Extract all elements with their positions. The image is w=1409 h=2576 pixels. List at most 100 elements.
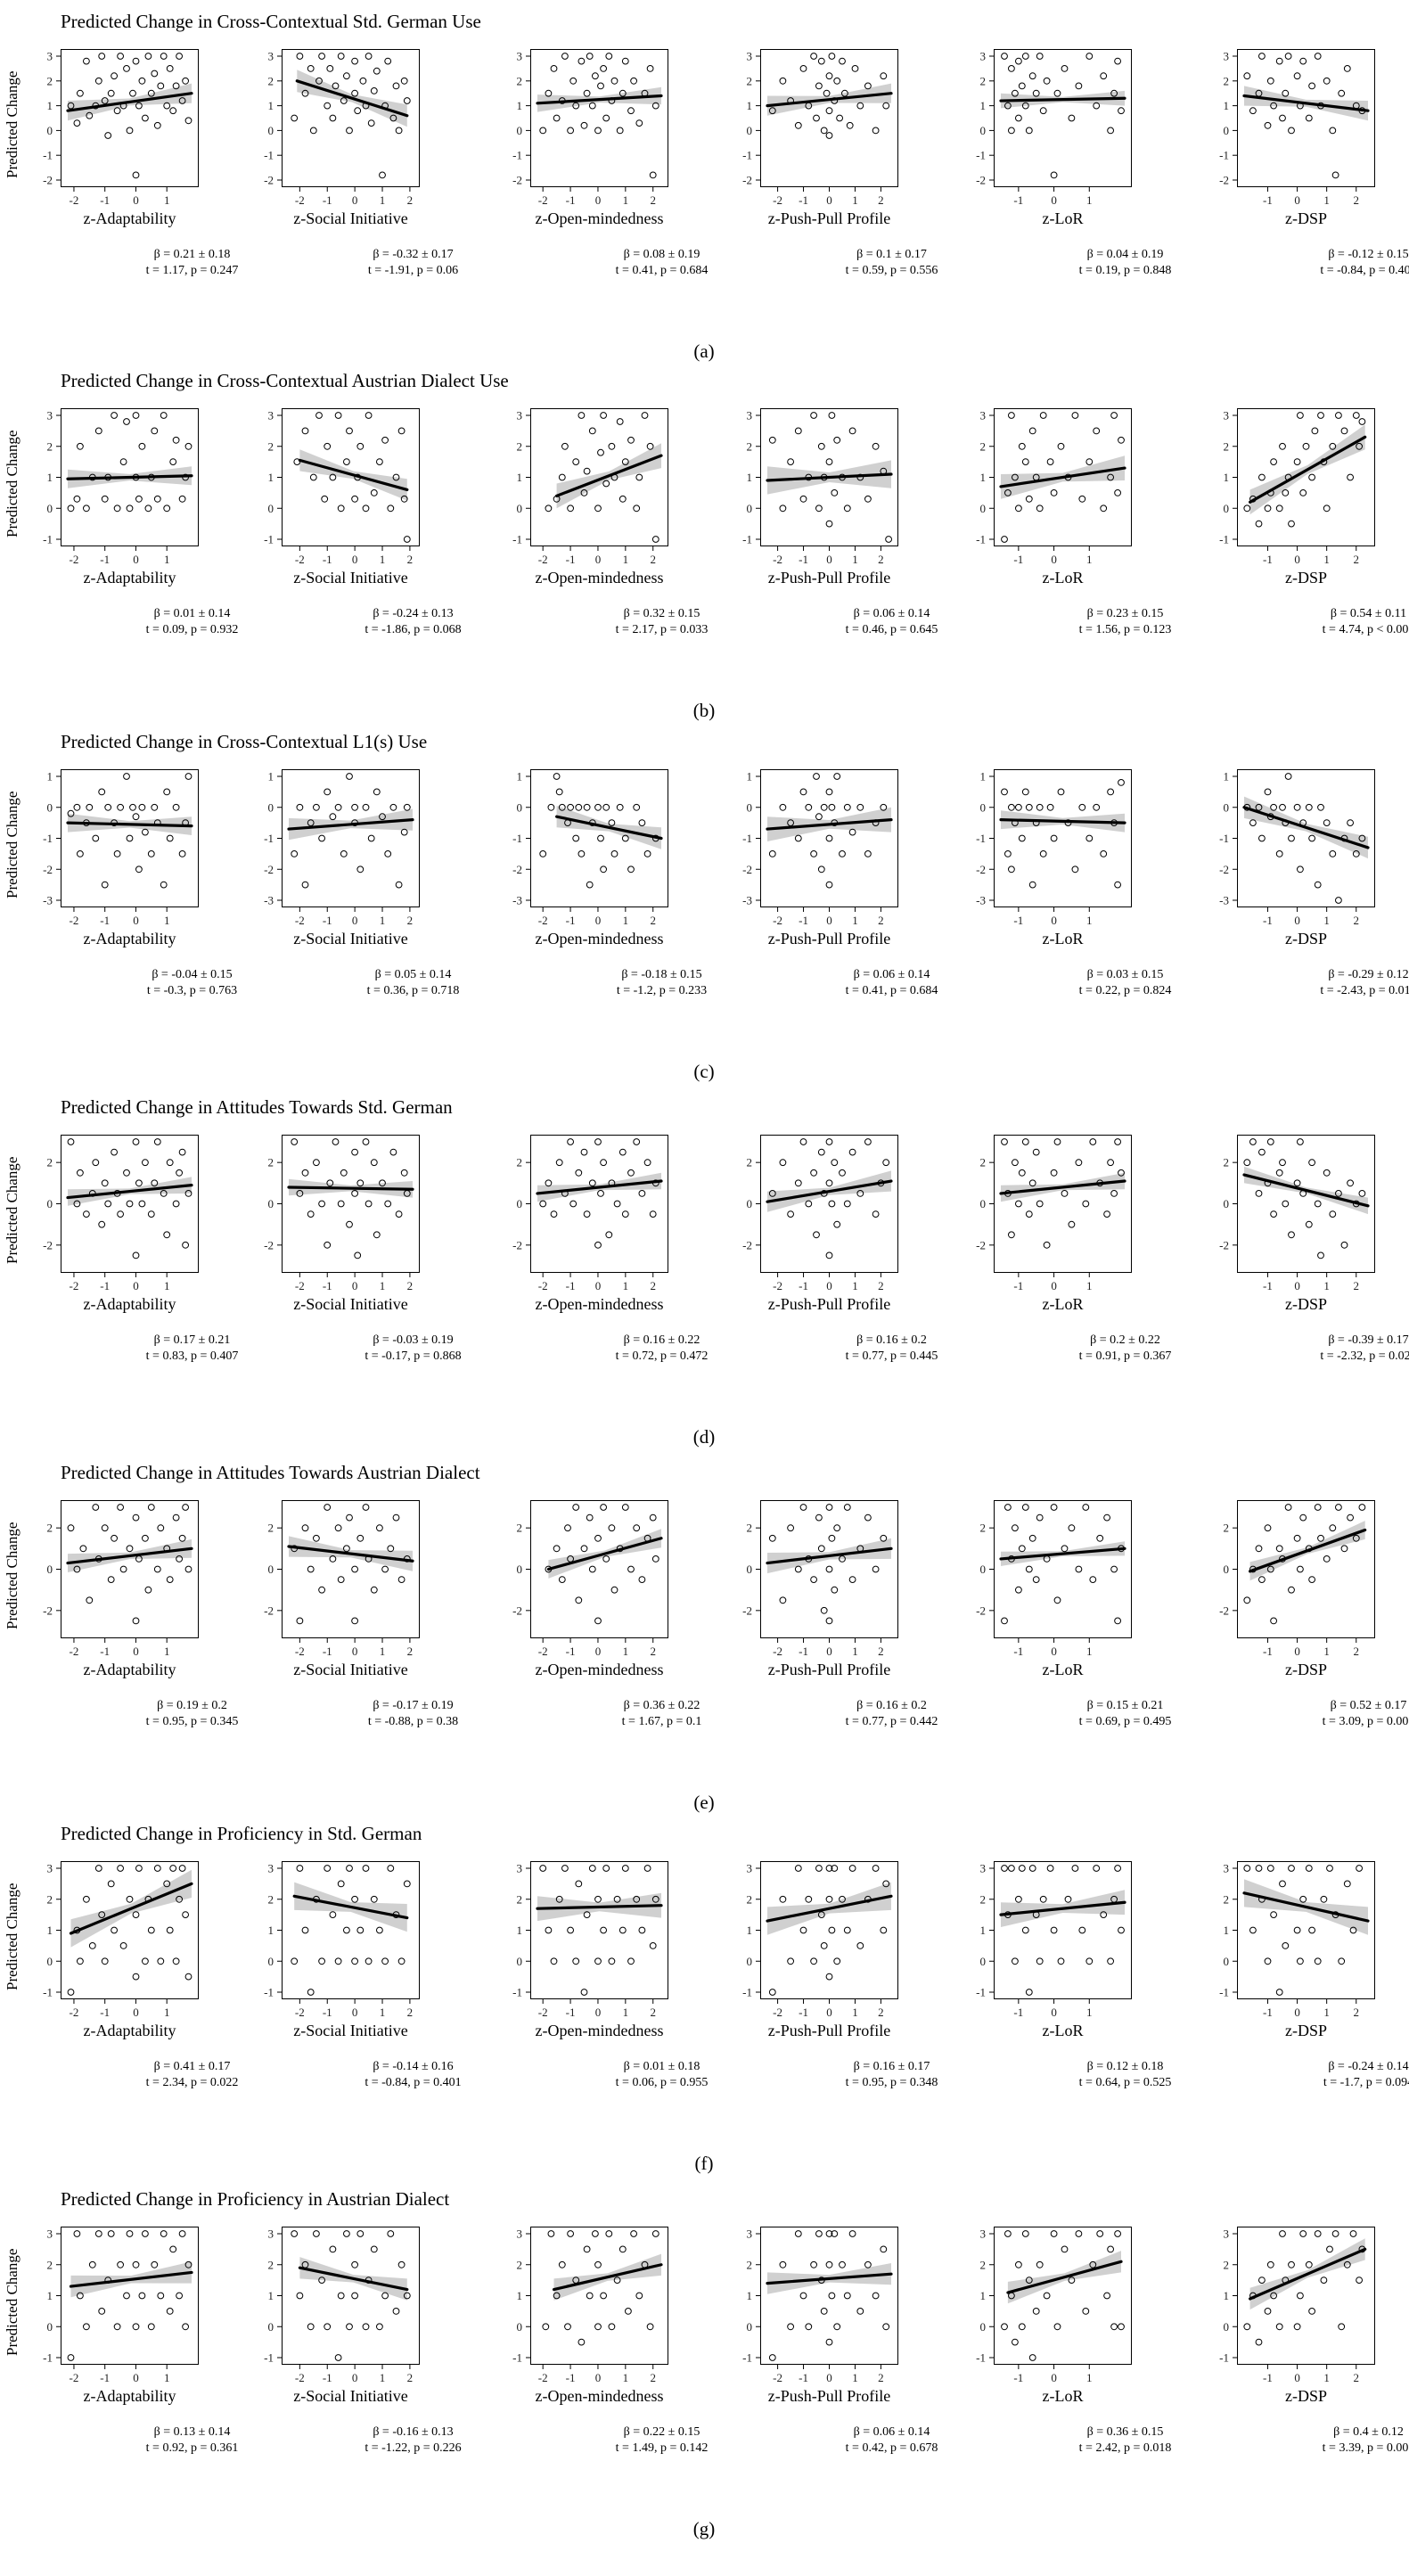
x-axis-label: z-LoR <box>1042 2022 1084 2039</box>
data-point <box>643 850 651 857</box>
data-point <box>1068 2277 1076 2284</box>
x-tick-label: -1 <box>1263 553 1273 566</box>
data-point <box>779 1596 787 1604</box>
data-point <box>794 1865 802 1872</box>
data-point <box>864 1138 872 1145</box>
data-point <box>848 1576 856 1583</box>
data-point <box>817 866 825 874</box>
data-point <box>83 57 90 65</box>
data-point <box>567 127 574 135</box>
data-point <box>176 1895 184 1903</box>
subplot-1: -2 -1 0 1-202 <box>43 1135 199 1292</box>
data-point <box>1082 1200 1090 1208</box>
data-point <box>98 788 106 796</box>
data-point <box>313 1159 320 1167</box>
data-point <box>381 2292 389 2300</box>
y-tick-label: 1 <box>747 2289 753 2302</box>
data-point <box>1050 2230 1058 2237</box>
x-tick-label: 0 <box>595 193 602 207</box>
data-point <box>1288 834 1295 842</box>
data-point <box>113 2323 121 2331</box>
data-point <box>638 1576 646 1583</box>
data-point <box>172 1514 180 1522</box>
data-point <box>864 495 872 503</box>
data-point <box>608 2323 616 2331</box>
plot-frame <box>61 2227 199 2365</box>
beta-stat: β = -0.29 ± 0.12 <box>1328 968 1409 981</box>
data-point <box>779 1895 787 1903</box>
panel-title: Predicted Change in Cross-Contextual Std… <box>61 11 481 32</box>
data-point <box>392 2308 400 2315</box>
data-point <box>309 127 317 135</box>
y-tick-label: -1 <box>43 832 53 845</box>
data-point <box>346 773 353 780</box>
data-point <box>1012 89 1019 97</box>
data-point <box>594 1957 602 1965</box>
y-tick-label: 3 <box>517 1862 523 1875</box>
y-tick-label: 2 <box>747 1892 753 1906</box>
data-point <box>1028 1865 1036 1872</box>
x-axis-label: z-Social Initiative <box>293 209 408 227</box>
x-axis-label: z-LoR <box>1042 209 1084 227</box>
y-tick-label: -2 <box>264 174 274 187</box>
data-point <box>1343 1880 1351 1888</box>
data-point <box>1110 89 1118 97</box>
y-tick-label: -2 <box>1219 174 1229 187</box>
y-tick-label: 3 <box>47 2227 53 2241</box>
subplot-1: -2 -1 0 1-202 <box>43 1500 199 1658</box>
data-point <box>846 121 854 129</box>
x-tick-label: -2 <box>70 1645 79 1658</box>
data-point <box>126 1895 134 1903</box>
y-tick-label: 0 <box>47 800 53 814</box>
data-point <box>329 473 337 481</box>
data-point <box>346 1514 353 1522</box>
data-point <box>107 2230 115 2237</box>
data-point <box>111 412 118 419</box>
data-point <box>831 1159 839 1167</box>
data-point <box>351 57 358 65</box>
beta-stat: β = 0.12 ± 0.18 <box>1086 2060 1164 2073</box>
data-point <box>313 1534 320 1542</box>
x-axis-label: z-Push-Pull Profile <box>767 209 891 227</box>
x-tick-label: 0 <box>352 553 358 566</box>
data-point <box>104 803 112 811</box>
y-tick-label: -1 <box>1219 1986 1229 1999</box>
data-point <box>403 97 411 104</box>
x-tick-label: -2 <box>538 2371 548 2384</box>
data-point <box>635 473 643 481</box>
t-p-stat: t = 2.17, p = 0.033 <box>615 623 709 636</box>
beta-stat: β = 0.16 ± 0.2 <box>856 1333 927 1347</box>
data-point <box>651 2230 659 2237</box>
data-point <box>334 803 342 811</box>
data-point <box>1064 1895 1072 1903</box>
x-tick-label: 1 <box>380 914 386 927</box>
data-point <box>633 1895 641 1903</box>
x-tick-label: 1 <box>1086 1645 1093 1658</box>
x-tick-label: 0 <box>1294 1645 1300 1658</box>
x-tick-label: 1 <box>852 193 858 207</box>
data-point <box>123 65 130 72</box>
beta-stat: β = 0.36 ± 0.15 <box>1086 2425 1164 2439</box>
data-point <box>1053 1138 1061 1145</box>
data-point <box>768 1190 776 1197</box>
data-point <box>1107 127 1115 135</box>
data-point <box>117 2260 124 2268</box>
t-p-stat: t = -0.84, p = 0.401 <box>365 2076 462 2089</box>
data-point <box>575 1596 583 1604</box>
x-tick-label: 2 <box>407 1645 414 1658</box>
y-tick-label: 1 <box>268 99 274 112</box>
data-point <box>848 1148 856 1156</box>
data-point <box>1107 473 1115 481</box>
y-tick-label: 3 <box>980 409 987 422</box>
data-point <box>184 1190 193 1197</box>
data-point <box>625 2308 632 2315</box>
data-point <box>123 418 130 425</box>
data-point <box>805 803 813 811</box>
data-point <box>848 828 856 836</box>
data-point <box>379 171 386 179</box>
t-p-stat: t = -1.86, p = 0.068 <box>365 623 462 636</box>
data-point <box>641 412 649 419</box>
y-tick-label: 3 <box>517 50 523 63</box>
x-axis-label: z-Open-mindedness <box>535 569 664 587</box>
